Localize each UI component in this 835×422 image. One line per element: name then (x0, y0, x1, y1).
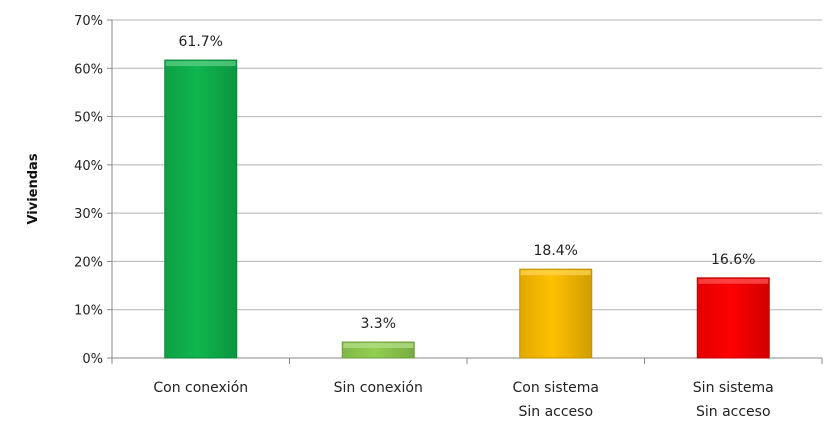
category-label: Sin sistema (693, 380, 774, 396)
bars (164, 59, 770, 359)
bar-highlight (343, 343, 414, 349)
data-label: 16.6% (711, 252, 755, 268)
y-tick-label: 40% (74, 159, 103, 174)
bar-highlight (520, 270, 591, 276)
category-label: Sin conexión (334, 380, 423, 396)
bar-highlight (165, 61, 236, 67)
y-axis-title: Viviendas (26, 153, 41, 224)
category-label: Con sistema (513, 380, 599, 396)
y-tick-label: 20% (74, 255, 103, 270)
y-tick-label: 30% (74, 207, 103, 222)
data-label: 61.7% (179, 34, 223, 50)
y-tick-label: 60% (74, 62, 103, 77)
labels: 0% 10% 20% 30% 40% 50% 60% 70% 61.7% Con conexión… (74, 14, 774, 420)
bar (519, 268, 593, 359)
y-tick-label: 0% (82, 352, 103, 367)
category-label: Sin acceso (696, 404, 771, 420)
data-label: 3.3% (360, 316, 396, 332)
y-tick-label: 70% (74, 14, 103, 29)
y-tick-label: 50% (74, 111, 103, 126)
bar (164, 59, 238, 359)
category-label: Con conexión (153, 380, 248, 396)
bar (696, 277, 770, 359)
y-tick-label: 10% (74, 304, 103, 319)
category-label: Sin acceso (518, 404, 593, 420)
bar-highlight (698, 278, 769, 284)
data-label: 18.4% (534, 243, 578, 259)
